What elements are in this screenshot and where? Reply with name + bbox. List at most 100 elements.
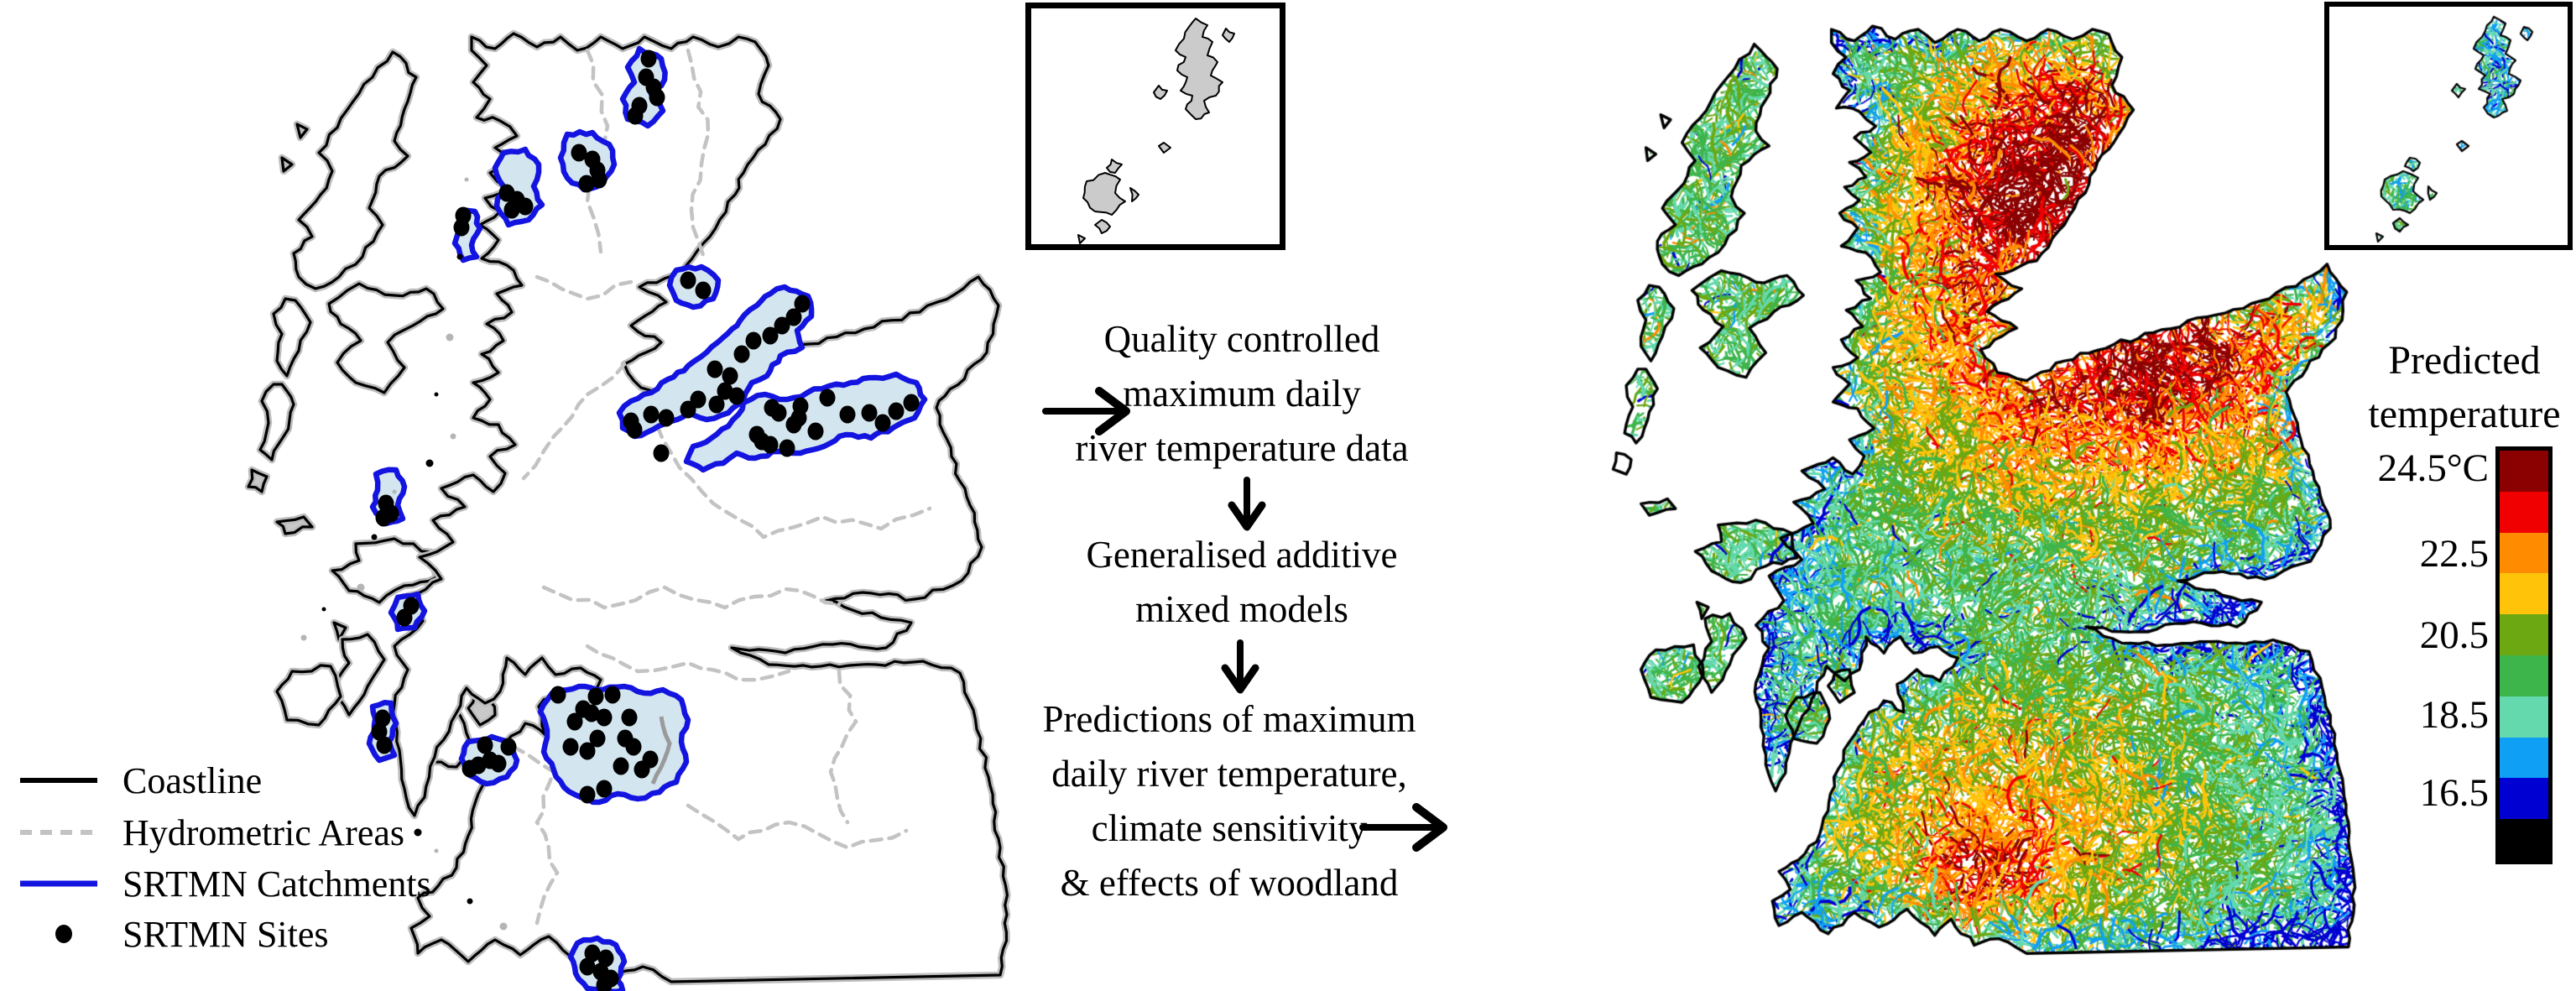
small-islet xyxy=(300,634,307,641)
srtmn-site-marker xyxy=(839,405,856,424)
orkney-outline xyxy=(1094,219,1111,234)
srtmn-site-marker xyxy=(490,754,507,773)
srtmn-site-marker xyxy=(707,360,723,378)
colorbar-title-line-1: Predicted xyxy=(2388,338,2541,383)
srtmn-site-marker xyxy=(626,420,643,439)
srtmn-site-marker xyxy=(627,107,644,125)
small-islet xyxy=(464,177,469,182)
small-islet xyxy=(450,433,456,440)
legend-item-coastline: Coastline xyxy=(15,755,262,806)
colorbar-tick: 20.5 xyxy=(2419,613,2489,657)
arrow-down-icon xyxy=(1228,477,1266,531)
colorbar-segment xyxy=(2500,737,2548,779)
coastline-halo xyxy=(289,48,420,293)
dot-glyph xyxy=(55,925,72,943)
srtmn-site-marker xyxy=(375,509,392,527)
coastline-path xyxy=(391,32,1009,983)
small-islet xyxy=(392,489,397,494)
srtmn-site-marker xyxy=(888,402,905,420)
srtmn-site-marker xyxy=(762,436,779,454)
orkney-outline xyxy=(1129,187,1139,202)
hydrometric-area-boundary xyxy=(686,48,711,263)
coastline-path xyxy=(258,383,295,462)
blue-line-icon xyxy=(15,873,102,895)
hydrometric-area-boundary xyxy=(585,644,791,682)
solid-line-glyph xyxy=(20,880,97,887)
srtmn-site-marker xyxy=(770,404,787,422)
coastline-path xyxy=(247,468,269,493)
colorbar-tick: 22.5 xyxy=(2419,532,2489,576)
legend-item-srtmn-catchments: SRTMN Catchments xyxy=(15,858,431,909)
coastline-path xyxy=(295,123,309,139)
hydrometric-area-boundary xyxy=(828,669,858,825)
colorbar-tick: 16.5 xyxy=(2419,771,2489,815)
srtmn-site-marker xyxy=(643,405,660,424)
flow-step-2: Generalised additive mixed models xyxy=(990,528,1494,637)
colorbar-segment xyxy=(2500,451,2548,492)
legend-label: Hydrometric Areas xyxy=(123,811,404,853)
small-islet xyxy=(456,253,463,260)
srtmn-site-marker xyxy=(861,404,878,422)
flow-step-3: Predictions of maximum daily river tempe… xyxy=(978,692,1481,910)
dashed-line-glyph xyxy=(20,830,97,835)
right-map-predicted-temperature xyxy=(1557,0,2379,991)
srtmn-site-marker xyxy=(680,400,696,419)
srtmn-site-marker xyxy=(621,708,638,727)
srtmn-site-marker xyxy=(807,422,824,441)
srtmn-site-marker xyxy=(562,738,579,756)
coastline-path xyxy=(292,50,418,290)
srtmn-site-marker xyxy=(453,218,470,237)
legend-item-srtmn-sites: SRTMN Sites xyxy=(15,909,329,959)
legend-label: SRTMN Sites xyxy=(123,913,329,955)
hydrometric-area-boundary xyxy=(511,744,560,926)
coastline-path xyxy=(331,537,438,604)
srtmn-site-marker xyxy=(680,271,696,289)
arrow-down-icon xyxy=(1221,639,1259,694)
legend-item-hydrometric-areas: Hydrometric Areas xyxy=(15,807,404,858)
colorbar xyxy=(2495,446,2553,864)
colorbar-segment xyxy=(2500,573,2548,615)
srtmn-site-marker xyxy=(625,738,642,756)
small-islet xyxy=(371,534,378,540)
shetland-outline xyxy=(1158,142,1171,154)
right-map-inset-northern-isles xyxy=(2324,2,2573,250)
small-islet xyxy=(434,392,439,397)
coastline-path xyxy=(272,297,312,378)
srtmn-site-marker xyxy=(785,308,802,326)
srtmn-site-marker xyxy=(733,345,750,363)
srtmn-site-marker xyxy=(728,387,745,405)
srtmn-site-marker xyxy=(819,389,836,407)
coastline-path xyxy=(275,664,342,727)
srtmn-site-marker xyxy=(477,736,493,754)
srtmn-site-marker xyxy=(579,785,596,804)
hydrometric-area-boundary xyxy=(534,274,634,301)
colorbar-segment xyxy=(2500,655,2548,696)
colorbar-segment xyxy=(2500,696,2548,738)
srtmn-site-marker xyxy=(774,316,790,335)
flow-step-3-line-3: climate sensitivity xyxy=(1091,807,1368,849)
colorbar-title-line-2: temperature xyxy=(2368,392,2561,436)
srtmn-site-marker xyxy=(461,759,478,778)
srtmn-catchment xyxy=(666,263,722,310)
colorbar-tick: 18.5 xyxy=(2419,693,2489,737)
orkney-outline xyxy=(1082,172,1126,216)
srtmn-site-marker xyxy=(376,736,393,754)
coastline-path xyxy=(334,633,386,717)
srtmn-site-marker xyxy=(604,686,621,704)
flow-step-1-line-3: river temperature data xyxy=(1075,427,1409,469)
flow-step-1-line-1: Quality controlled xyxy=(1103,318,1380,360)
srtmn-site-marker xyxy=(589,729,606,748)
srtmn-site-marker xyxy=(587,687,604,706)
srtmn-site-marker xyxy=(794,295,811,313)
orkney-outline xyxy=(1077,234,1086,244)
shetland-outline xyxy=(1175,18,1223,120)
srtmn-site-marker xyxy=(903,394,920,412)
srtmn-site-marker xyxy=(584,944,601,962)
srtmn-site-marker xyxy=(649,88,665,107)
coastline-path xyxy=(327,282,445,394)
srtmn-site-marker xyxy=(708,395,725,414)
srtmn-site-marker xyxy=(653,444,670,462)
colorbar-tick: 24.5°C xyxy=(2377,446,2489,490)
small-islet xyxy=(499,922,508,931)
srtmn-site-marker xyxy=(374,709,391,728)
